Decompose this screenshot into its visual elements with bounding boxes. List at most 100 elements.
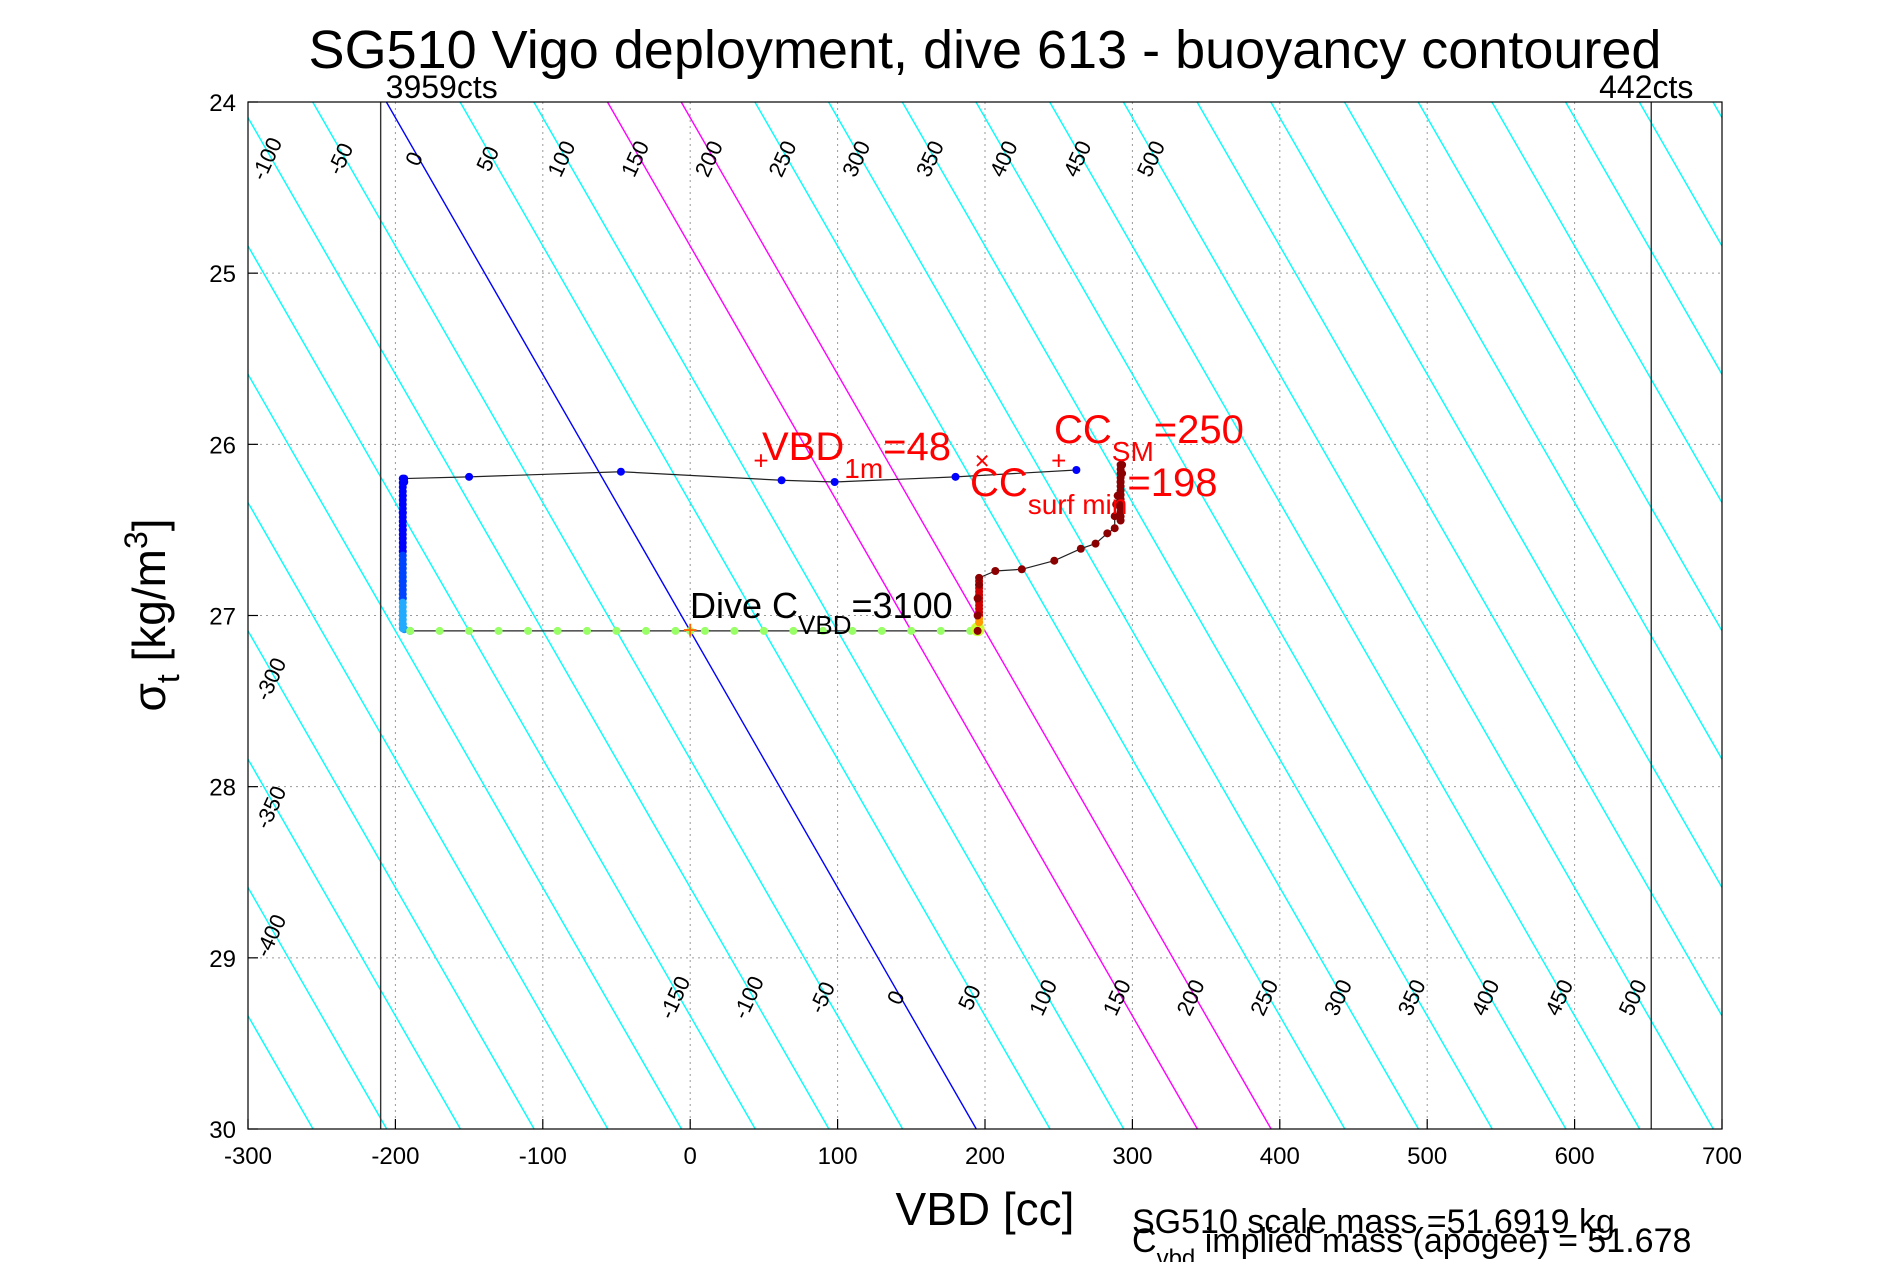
buoyancy-contours: [0, 102, 1891, 1129]
reference-marker: +: [1051, 445, 1066, 475]
contour-line: [248, 757, 462, 1129]
vbd1m-rest: =48: [883, 425, 951, 469]
x-tick-label: 100: [818, 1143, 858, 1170]
dive-points: [398, 460, 1127, 637]
x-axis-label: VBD [cc]: [896, 1183, 1075, 1235]
bottom-point: [435, 626, 444, 635]
bottom-point: [583, 626, 592, 635]
y-label-sub: t: [150, 674, 186, 683]
contour-line: [1196, 102, 1722, 1018]
contour-line: [0, 102, 239, 1129]
climb-point: [973, 611, 982, 620]
ccsm-rest: =250: [1154, 408, 1244, 452]
contour-line: [459, 102, 1051, 1129]
climb-point: [1050, 556, 1059, 565]
bottom-point: [494, 626, 503, 635]
y-label-sup: 3: [118, 531, 154, 549]
x-tick-label: -300: [224, 1143, 272, 1170]
contour-line: [827, 102, 1420, 1129]
contour-line: [1787, 102, 1891, 1129]
contour-line: [975, 102, 1567, 1129]
climb-point: [1017, 565, 1026, 574]
y-tick-label: 30: [209, 1117, 236, 1144]
footer-scale-mass: SG510 scale mass =51.6919 kg: [1132, 1203, 1615, 1241]
climb-point: [975, 580, 984, 589]
descent-point: [398, 624, 407, 633]
climb-point: [973, 626, 982, 635]
axis-ticks: -300 -200 -100 0 100 200 300 400 500 600 700 24 25 26…: [209, 90, 1742, 1170]
bottom-point: [406, 626, 415, 635]
climb-point: [1110, 524, 1119, 533]
ccsm-main: CC: [1054, 408, 1112, 452]
bottom-point: [641, 626, 650, 635]
contour-line: [0, 102, 92, 1129]
contour-line: [1491, 102, 1722, 504]
bottom-point: [612, 626, 621, 635]
dive-cvbd-rest: =3100: [852, 585, 953, 626]
contour-line: [1122, 102, 1714, 1129]
footer-implied-mass: Cvbd implied mass (apogee) = 51.678: [1132, 1222, 1691, 1262]
bottom-point: [789, 626, 798, 635]
climb-point: [1076, 544, 1085, 553]
vbd1m-main: VBD: [762, 425, 844, 469]
contour-labels: -100 -50 0 50 100 150 200 250 300 350 400 450 500-40…: [246, 133, 1652, 1022]
annotation-ccsm: CCSM=250: [1054, 408, 1244, 467]
y-label-unit: [kg/m: [123, 549, 175, 674]
x-tick-label: 200: [965, 1143, 1005, 1170]
y-tick-label: 25: [209, 261, 236, 288]
climb-point: [1103, 529, 1112, 538]
dive-point: [951, 472, 960, 481]
reference-marker: ×: [974, 445, 989, 475]
grid-lines: [247, 101, 1723, 1130]
reference-marker: +: [683, 615, 698, 645]
dive-point: [1072, 466, 1081, 475]
climb-point: [1110, 512, 1119, 521]
contour-line: [533, 102, 1125, 1129]
dive-point: [777, 476, 786, 485]
dive-point: [616, 467, 625, 476]
x-tick-label: 400: [1260, 1143, 1300, 1170]
contour-line: [248, 501, 609, 1129]
climb-point: [975, 573, 984, 582]
contour-line: [312, 102, 904, 1129]
climb-point: [973, 594, 982, 603]
climb-point: [1116, 516, 1125, 525]
footer-cvbd-sub: vbd: [1157, 1245, 1196, 1262]
y-label-main: σ: [123, 683, 175, 711]
ccsurf-sub: surf min: [1028, 489, 1128, 520]
contour-line: [248, 372, 683, 1129]
x-tick-label: 700: [1702, 1143, 1742, 1170]
contour-line: [1564, 102, 1722, 376]
contour-line: [1417, 102, 1722, 633]
y-tick-label: 29: [209, 946, 236, 973]
bottom-point: [671, 626, 680, 635]
chart-title: SG510 Vigo deployment, dive 613 - buoyan…: [309, 20, 1662, 80]
bottom-point: [686, 626, 695, 635]
x-tick-label: 300: [1112, 1143, 1152, 1170]
climb-point: [1091, 539, 1100, 548]
contour-line: [754, 102, 1346, 1129]
limit-label: 442cts: [1599, 69, 1693, 105]
contour-line: [1343, 102, 1722, 761]
plot-frame: [247, 101, 1723, 1130]
annotation-ccsurf: CCsurf min=198: [970, 461, 1217, 520]
x-tick-label: 600: [1555, 1143, 1595, 1170]
x-tick-label: 500: [1407, 1143, 1447, 1170]
contour-line: [248, 629, 535, 1129]
ccsm-sub: SM: [1112, 436, 1154, 467]
x-tick-label: 0: [684, 1143, 697, 1170]
y-tick-label: 24: [209, 90, 236, 117]
contour-line: [1712, 102, 1722, 120]
contour-line: [248, 244, 756, 1129]
ccsurf-main: CC: [970, 461, 1028, 505]
reference-marker: +: [753, 445, 768, 475]
y-axis-label: σt [kg/m3]: [118, 518, 186, 711]
contour-line: [248, 116, 830, 1129]
bottom-point: [907, 626, 916, 635]
y-label-close: ]: [123, 518, 175, 531]
contour-line: [248, 886, 388, 1129]
bottom-point: [465, 626, 474, 635]
bottom-point: [700, 626, 709, 635]
bottom-point: [877, 626, 886, 635]
